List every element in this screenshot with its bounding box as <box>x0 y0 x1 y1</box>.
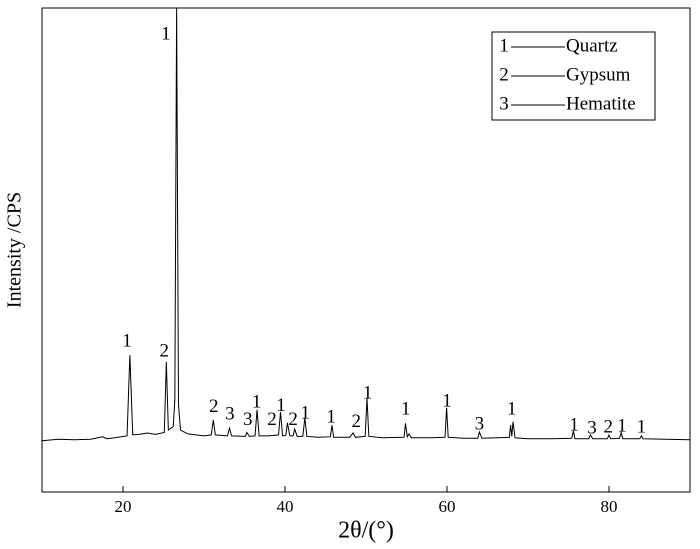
peak-label: 2 <box>352 411 362 432</box>
x-tick-label: 60 <box>439 497 456 516</box>
x-tick-label: 20 <box>115 497 132 516</box>
legend-number: 1 <box>499 35 509 56</box>
peak-label: 1 <box>326 406 336 427</box>
legend-name: Gypsum <box>566 64 631 85</box>
peak-label: 3 <box>587 417 597 438</box>
legend-number: 3 <box>499 93 509 114</box>
peak-label: 1 <box>276 395 286 416</box>
xrd-line <box>41 7 691 442</box>
peak-label: 1 <box>507 399 517 420</box>
peak-label: 1 <box>637 416 647 437</box>
x-tick-label: 80 <box>601 497 618 516</box>
peak-label: 2 <box>267 409 277 430</box>
peak-label: 3 <box>225 403 235 424</box>
peak-label: 1 <box>401 399 411 420</box>
plot-frame <box>41 7 691 493</box>
legend-name: Hematite <box>566 93 636 114</box>
peak-label: 1 <box>301 402 311 423</box>
peak-label: 1 <box>442 390 452 411</box>
peak-label: 3 <box>243 409 253 430</box>
peak-label: 1 <box>252 391 262 412</box>
peak-label: 1 <box>617 416 627 437</box>
x-tick-label: 40 <box>277 497 294 516</box>
legend-number: 2 <box>499 64 509 85</box>
x-axis-label: 2θ/(°) <box>338 518 394 544</box>
peak-label: 1 <box>122 330 132 351</box>
peak-label: 2 <box>160 340 170 361</box>
peak-label: 1 <box>363 383 373 404</box>
peak-label: 1 <box>569 415 579 436</box>
peak-label: 1 <box>161 23 171 44</box>
peak-label: 3 <box>475 414 485 435</box>
peak-label: 2 <box>603 416 613 437</box>
y-axis-label: Intensity /CPS <box>4 192 26 308</box>
peak-label: 2 <box>209 396 219 417</box>
legend-name: Quartz <box>566 35 618 56</box>
peak-label: 2 <box>288 409 298 430</box>
